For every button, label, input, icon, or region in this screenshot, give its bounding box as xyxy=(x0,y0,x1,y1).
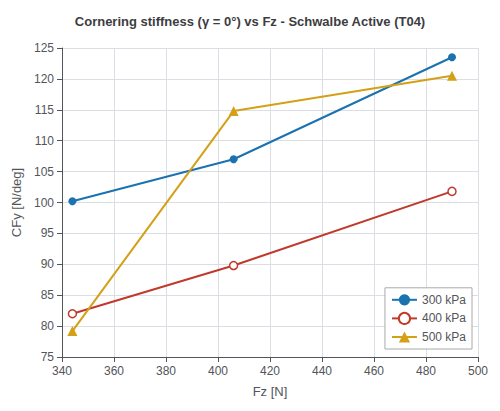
svg-text:105: 105 xyxy=(34,165,54,179)
svg-text:340: 340 xyxy=(52,364,72,378)
svg-text:300 kPa: 300 kPa xyxy=(422,293,466,307)
svg-text:440: 440 xyxy=(312,364,332,378)
svg-text:400: 400 xyxy=(208,364,228,378)
svg-text:125: 125 xyxy=(34,41,54,55)
svg-text:120: 120 xyxy=(34,72,54,86)
svg-text:400 kPa: 400 kPa xyxy=(422,311,466,325)
svg-text:115: 115 xyxy=(35,103,54,117)
svg-text:85: 85 xyxy=(41,288,55,302)
svg-text:500 kPa: 500 kPa xyxy=(422,330,466,344)
svg-text:90: 90 xyxy=(41,257,55,271)
svg-text:Cornering stiffness (γ = 0°) v: Cornering stiffness (γ = 0°) vs Fz - Sch… xyxy=(75,14,425,29)
svg-text:110: 110 xyxy=(35,134,54,148)
svg-text:CFy [N/deg]: CFy [N/deg] xyxy=(9,168,24,237)
svg-text:360: 360 xyxy=(104,364,124,378)
svg-text:460: 460 xyxy=(364,364,384,378)
svg-text:95: 95 xyxy=(41,226,55,240)
svg-text:480: 480 xyxy=(416,364,436,378)
svg-text:100: 100 xyxy=(34,196,54,210)
svg-text:500: 500 xyxy=(468,364,488,378)
svg-text:Fz [N]: Fz [N] xyxy=(253,384,288,399)
svg-text:75: 75 xyxy=(41,350,55,364)
svg-text:420: 420 xyxy=(260,364,280,378)
svg-text:380: 380 xyxy=(156,364,176,378)
svg-text:80: 80 xyxy=(41,319,55,333)
